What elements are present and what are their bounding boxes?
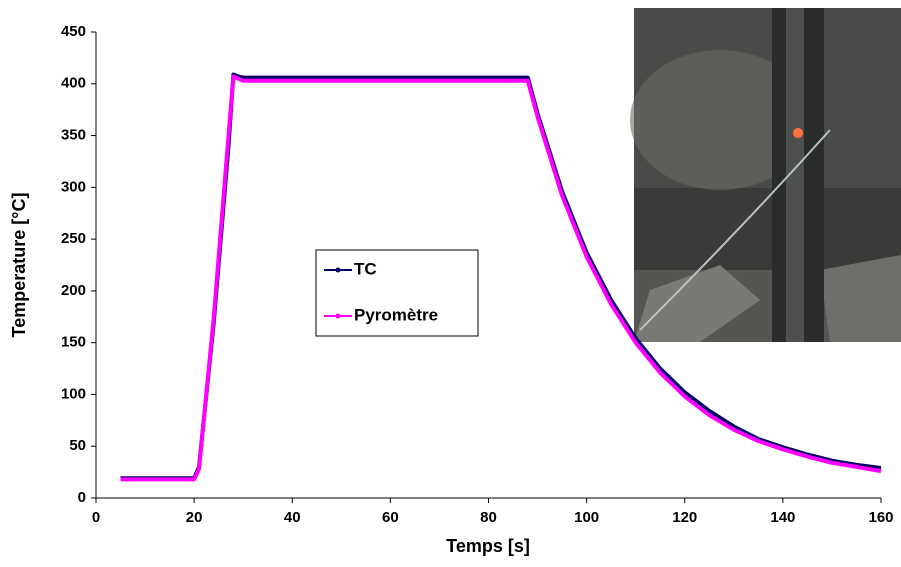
legend-marker	[335, 267, 341, 273]
x-tick-label: 40	[284, 509, 301, 526]
x-tick-label: 80	[480, 509, 497, 526]
y-tick-label: 450	[61, 23, 86, 40]
x-tick-label: 140	[770, 509, 795, 526]
x-tick-label: 160	[868, 509, 893, 526]
y-tick-label: 300	[61, 178, 86, 195]
y-tick-label: 400	[61, 75, 86, 92]
legend-box	[315, 249, 479, 337]
y-tick-label: 350	[61, 127, 86, 144]
y-tick-label: 50	[69, 437, 86, 454]
series-line	[120, 74, 882, 482]
y-tick-label: 250	[61, 230, 86, 247]
y-tick-label: 0	[78, 489, 86, 506]
y-axis-title: Temperature [°C]	[9, 193, 29, 338]
x-tick-label: 60	[382, 509, 399, 526]
y-tick-label: 100	[61, 385, 86, 402]
x-tick-label: 0	[92, 509, 100, 526]
legend-text: Pyromètre	[354, 305, 438, 324]
x-tick-label: 20	[186, 509, 203, 526]
y-tick-label: 150	[61, 334, 86, 351]
x-axis-title: Temps [s]	[446, 536, 530, 556]
photo-inset	[630, 8, 901, 342]
x-tick-label: 100	[574, 509, 599, 526]
legend-text: TC	[354, 259, 377, 278]
x-tick-label: 120	[672, 509, 697, 526]
legend-marker	[335, 313, 341, 319]
y-tick-label: 200	[61, 282, 86, 299]
